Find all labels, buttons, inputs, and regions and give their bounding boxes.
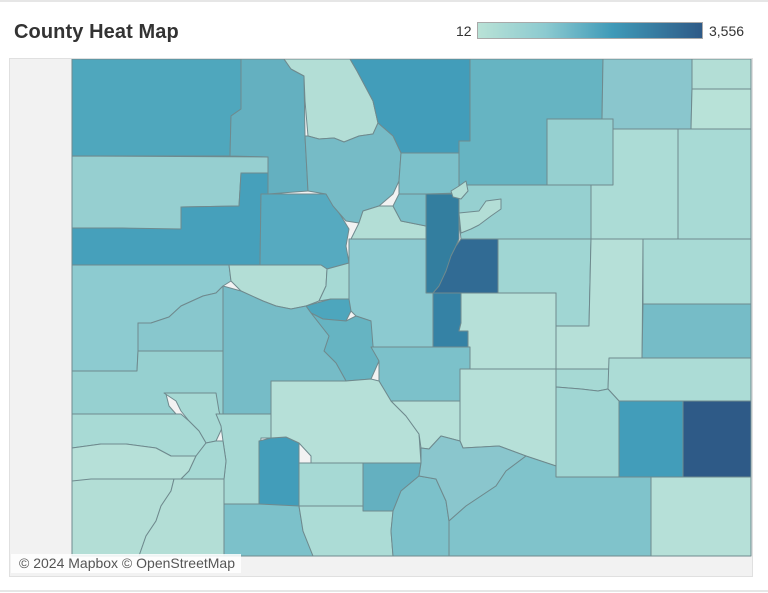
county-mineral[interactable]: [258, 436, 300, 508]
legend-max-label: 3,556: [709, 23, 745, 39]
county-prowers[interactable]: [682, 400, 752, 478]
county-kiowa[interactable]: [607, 357, 752, 402]
map-attribution[interactable]: © 2024 Mapbox © OpenStreetMap: [11, 554, 241, 573]
county-yuma[interactable]: [677, 128, 752, 240]
county-cheyenne[interactable]: [641, 303, 752, 359]
county-grand[interactable]: [304, 122, 402, 224]
county-baca[interactable]: [650, 476, 752, 557]
county-kit-carson[interactable]: [642, 238, 752, 305]
county-broomfield[interactable]: [450, 180, 469, 200]
county-el-paso[interactable]: [458, 292, 557, 370]
bottom-divider: [0, 590, 768, 592]
legend-min-label: 12: [456, 23, 472, 39]
top-divider: [0, 0, 768, 2]
county-moffat[interactable]: [71, 59, 242, 157]
page-title: County Heat Map: [14, 21, 179, 43]
county-gilpin[interactable]: [392, 193, 427, 227]
map-canvas[interactable]: [9, 58, 753, 577]
county-denver[interactable]: [458, 198, 502, 234]
county-otero[interactable]: [555, 386, 620, 478]
county-bent[interactable]: [618, 400, 684, 478]
county-morgan[interactable]: [546, 118, 614, 186]
county-phillips[interactable]: [690, 88, 752, 130]
county-las-animas[interactable]: [448, 455, 652, 557]
county-sedgwick[interactable]: [691, 59, 752, 90]
county-conejos[interactable]: [298, 505, 394, 557]
legend-gradient-bar: [477, 22, 703, 39]
county-map[interactable]: [10, 59, 753, 577]
county-logan[interactable]: [601, 59, 693, 130]
county-boulder[interactable]: [398, 152, 460, 195]
county-rio-grande[interactable]: [298, 462, 364, 507]
county-saguache[interactable]: [270, 378, 422, 464]
